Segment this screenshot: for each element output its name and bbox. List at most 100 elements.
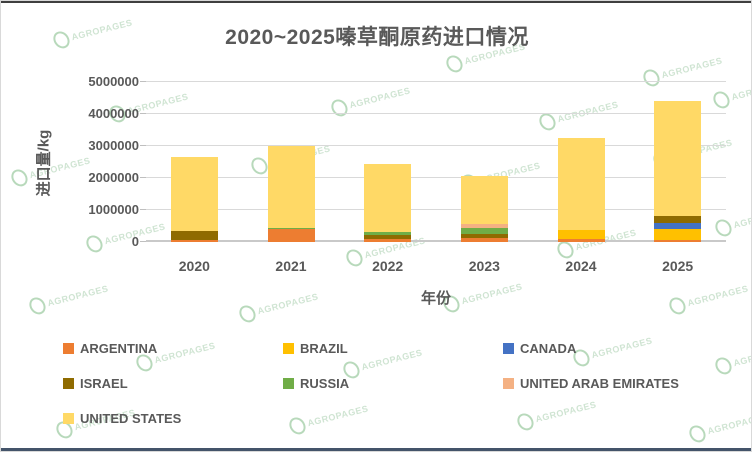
agropages-watermark-text: AGROPAGES [732,343,752,369]
agropages-logo-icon [686,422,709,446]
agropages-watermark-text: AGROPAGES [73,407,137,433]
agropages-watermark-text: AGROPAGES [360,347,424,373]
bar-segment-russia [460,227,508,234]
x-tick-label: 2025 [662,258,694,274]
x-tick-label: 2020 [178,258,210,274]
agropages-watermark-text: AGROPAGES [534,399,598,425]
x-tick-label: 2022 [372,258,404,274]
agropages-watermark-text: AGROPAGES [730,77,752,103]
legend-swatch [503,343,514,354]
legend-item-canada: CANADA [503,341,576,356]
legend-swatch [63,413,74,424]
legend-swatch [283,378,294,389]
legend-item-argentina: ARGENTINA [63,341,157,356]
window-bottom-edge [1,448,751,451]
bar-segment-argentina [267,229,315,242]
x-axis-labels: 2020 2021 2022 2023 2024 2025 [146,258,726,278]
agropages-watermark: AGROPAGES [712,340,752,378]
legend-label: CANADA [520,341,577,356]
agropages-watermark: AGROPAGES [570,332,654,370]
legend-item-brazil: BRAZIL [283,341,348,356]
agropages-watermark-text: AGROPAGES [153,340,217,366]
y-tick-label: 4000000 [88,106,139,121]
bar-segment-united-states [267,146,315,228]
y-axis-tick [140,145,146,146]
agropages-watermark-text: AGROPAGES [306,403,370,429]
window-top-edge [1,1,751,3]
legend-item-united-states: UNITED STATES [63,411,181,426]
agropages-logo-icon [8,166,31,190]
bar-segment-argentina [170,240,218,242]
bar-segment-israel [170,231,218,241]
y-axis-tick [140,209,146,210]
legend-swatch [283,343,294,354]
legend-swatch [63,378,74,389]
x-axis-title: 年份 [420,290,451,307]
y-axis-labels: 0 1000000 2000000 3000000 4000000 5000000 [51,74,139,249]
agropages-watermark: AGROPAGES [133,337,217,375]
plot-area [140,81,726,242]
bar-segment-united-states [170,156,218,232]
legend-label: BRAZIL [300,341,348,356]
y-axis-tick [140,81,146,82]
agropages-logo-icon [712,354,735,378]
x-tick-label: 2023 [468,258,500,274]
bar-segment-united-states [557,138,605,231]
legend-label: UNITED STATES [80,411,182,426]
x-axis-line [146,240,726,242]
bar-segment-argentina [364,239,412,242]
legend-item-israel: ISRAEL [63,376,128,391]
gridline [146,145,726,146]
agropages-logo-icon [443,52,466,76]
agropages-watermark: AGROPAGES [514,396,598,434]
bar-segment-canada [654,223,702,230]
legend-swatch [63,343,74,354]
chart-title: 2020~2025嗪草酮原药进口情况 [225,26,529,49]
bar-segment-united-arab-emirates [460,224,508,228]
y-tick-label: 0 [131,234,139,249]
y-tick-label: 1000000 [88,202,139,217]
agropages-watermark-text: AGROPAGES [660,55,724,81]
x-tick-label: 2021 [275,258,307,274]
bar-segment-brazil [654,229,702,241]
agropages-watermark: AGROPAGES [26,280,110,318]
agropages-logo-icon [514,410,537,434]
y-axis-tick [140,177,146,178]
agropages-watermark-text: AGROPAGES [46,283,110,309]
agropages-logo-icon [53,418,76,442]
bar-segment-russia [267,227,315,230]
x-tick-label: 2024 [565,258,597,274]
legend-label: ARGENTINA [80,341,158,356]
bar-segment-argentina [654,240,702,242]
y-tick-label: 3000000 [88,138,139,153]
bar-segment-united-states [654,100,702,217]
legend-item-united-arab-emirates: UNITED ARAB EMIRATES [503,376,679,391]
y-axis-tick [140,113,146,114]
bar-segment-brazil [557,230,605,240]
bar-segment-israel [654,216,702,224]
bar-segment-united-states [364,164,412,233]
y-axis-tick [140,241,146,242]
bar-segment-russia [364,232,412,235]
legend-label: UNITED ARAB EMIRATES [520,376,679,391]
y-tick-label: 2000000 [88,170,139,185]
agropages-watermark: AGROPAGES [286,400,370,438]
legend-swatch [503,378,514,389]
agropages-logo-icon [286,414,309,438]
agropages-watermark-text: AGROPAGES [590,335,654,361]
legend-item-russia: RUSSIA [283,376,349,391]
bar-segment-argentina [557,239,605,242]
agropages-watermark-text: AGROPAGES [706,411,752,437]
legend-label: ISRAEL [80,376,128,391]
gridline [146,209,726,210]
legend-label: RUSSIA [300,376,350,391]
agropages-logo-icon [26,294,49,318]
agropages-watermark: AGROPAGES [340,344,424,382]
bar-segment-united-states [460,176,508,225]
agropages-logo-icon [340,358,363,382]
agropages-watermark: AGROPAGES [686,408,752,446]
agropages-logo-icon [570,346,593,370]
gridline [146,81,726,82]
bar-segment-argentina [460,238,508,242]
